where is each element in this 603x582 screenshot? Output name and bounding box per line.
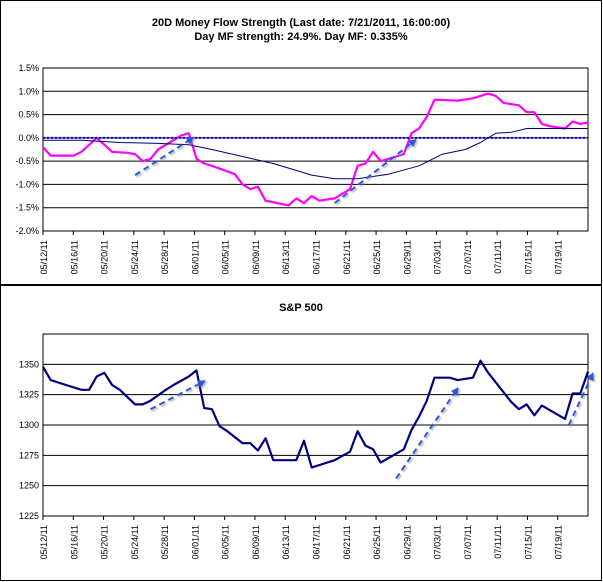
- x-tick-label: 06/25/11: [372, 525, 382, 559]
- x-tick-label: 06/05/11: [221, 240, 231, 274]
- x-tick-label: 07/07/11: [463, 525, 473, 559]
- x-tick-label: 06/13/11: [281, 525, 291, 559]
- y-tick-label: 1275: [19, 450, 39, 460]
- x-tick-label: 05/24/11: [130, 240, 140, 274]
- x-tick-label: 07/19/11: [554, 240, 564, 274]
- chart-1-subtitle: Day MF strength: 24.9%. Day MF: 0.335%: [194, 31, 408, 43]
- x-tick-label: 06/05/11: [221, 525, 231, 559]
- x-tick-label: 06/25/11: [372, 240, 382, 274]
- annotation-arrow: [334, 138, 417, 204]
- y-tick-label: 1.0%: [18, 86, 39, 96]
- x-tick-label: 05/20/11: [100, 240, 110, 274]
- y-tick-label: 0.5%: [18, 110, 39, 120]
- x-tick-label: 07/03/11: [433, 240, 443, 274]
- y-tick-label: -2.0%: [15, 226, 39, 236]
- x-tick-label: 07/15/11: [523, 240, 533, 274]
- x-tick-label: 07/15/11: [523, 525, 533, 559]
- y-tick-label: 1250: [19, 481, 39, 491]
- y-tick-label: 1.5%: [18, 63, 39, 73]
- x-tick-label: 05/24/11: [130, 525, 140, 559]
- x-tick-label: 07/11/11: [493, 240, 503, 274]
- annotation-arrow: [134, 136, 195, 176]
- y-tick-label: 0.0%: [18, 133, 39, 143]
- x-tick-label: 06/09/11: [251, 525, 261, 559]
- y-tick-label: -1.0%: [15, 179, 39, 189]
- x-tick-label: 06/01/11: [190, 525, 200, 559]
- x-tick-label: 06/21/11: [342, 240, 352, 274]
- chart-2-title: S&P 500: [279, 302, 323, 314]
- y-tick-label: 1350: [19, 359, 39, 369]
- x-tick-label: 07/07/11: [463, 240, 473, 274]
- chart-1-plot-area: [42, 67, 589, 232]
- annotation-arrow: [150, 380, 206, 411]
- series-line-1: [42, 92, 589, 207]
- x-tick-label: 07/11/11: [493, 525, 503, 559]
- chart-1-title: 20D Money Flow Strength (Last date: 7/21…: [152, 17, 451, 29]
- x-tick-label: 06/13/11: [281, 240, 291, 274]
- x-tick-label: 05/12/11: [39, 525, 49, 559]
- x-tick-label: 05/16/11: [69, 240, 79, 274]
- x-tick-label: 06/29/11: [402, 525, 412, 559]
- y-tick-label: 1225: [19, 511, 39, 521]
- x-tick-label: 05/28/11: [160, 240, 170, 274]
- x-tick-label: 05/28/11: [160, 525, 170, 559]
- y-tick-label: -0.5%: [15, 156, 39, 166]
- y-tick-label: -1.5%: [15, 203, 39, 213]
- x-tick-label: 05/16/11: [69, 525, 79, 559]
- x-tick-label: 05/20/11: [100, 525, 110, 559]
- y-tick-label: 1300: [19, 420, 39, 430]
- annotation-arrow: [395, 386, 459, 479]
- x-tick-label: 06/29/11: [402, 240, 412, 274]
- chart-1-layer: 1.5%1.0%0.5%0.0%-0.5%-1.0%-1.5%-2.0%05/1…: [15, 63, 590, 274]
- y-tick-label: 1325: [19, 390, 39, 400]
- series-line-2: [43, 128, 588, 180]
- x-tick-label: 07/19/11: [554, 525, 564, 559]
- x-tick-label: 05/12/11: [39, 240, 49, 274]
- series-line-1: [42, 359, 590, 469]
- x-tick-label: 06/09/11: [251, 240, 261, 274]
- x-tick-label: 06/17/11: [312, 240, 322, 274]
- x-tick-label: 06/17/11: [312, 525, 322, 559]
- x-tick-label: 07/03/11: [433, 525, 443, 559]
- x-tick-label: 06/01/11: [190, 240, 200, 274]
- x-tick-label: 06/21/11: [342, 525, 352, 559]
